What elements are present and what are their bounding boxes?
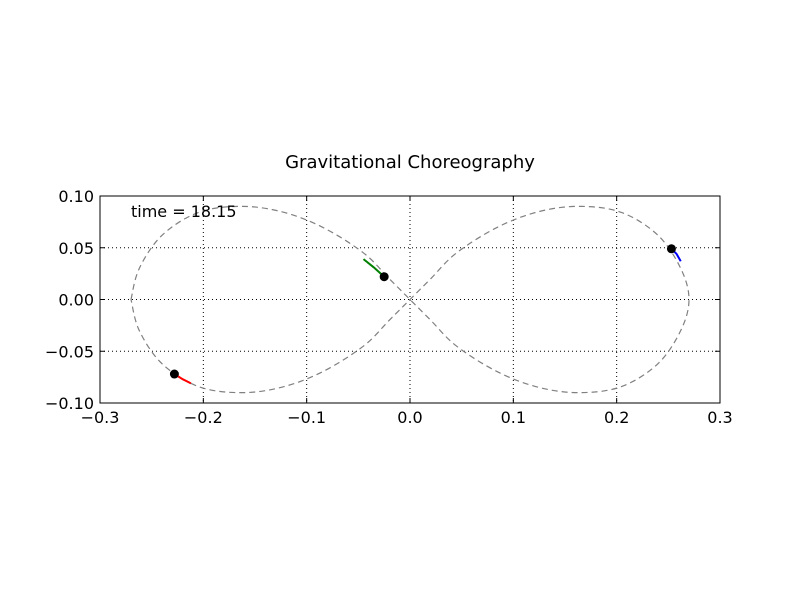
x-tick-label: 0.3	[707, 408, 732, 427]
y-tick-label: 0.00	[58, 291, 94, 310]
x-tick-label: −0.2	[184, 408, 223, 427]
x-tick-label: −0.1	[287, 408, 326, 427]
axis-ticks: −0.3 −0.2 −0.1 0.0 0.1 0.2 0.3 −0.10 −0.05 0.00 0.…	[45, 187, 733, 427]
body-marker	[169, 369, 179, 379]
orbit-layer	[130, 205, 690, 394]
bodies-layer	[169, 244, 682, 385]
y-tick-label: 0.10	[58, 187, 94, 206]
time-annotation: time = 18.15	[131, 202, 237, 221]
x-tick-label: 0.2	[604, 408, 629, 427]
x-tick-label: 0.1	[501, 408, 526, 427]
x-tick-label: −0.3	[81, 408, 120, 427]
x-tick-label: 0.0	[397, 408, 422, 427]
body-marker	[379, 272, 389, 282]
chart-title: Gravitational Choreography	[285, 152, 535, 173]
grid	[100, 196, 720, 403]
body-trail	[362, 258, 385, 278]
y-tick-label: 0.05	[58, 239, 94, 258]
y-tick-label: −0.10	[45, 394, 94, 413]
y-tick-label: −0.05	[45, 342, 94, 361]
orbit-path	[130, 205, 690, 394]
body-marker	[666, 244, 676, 254]
